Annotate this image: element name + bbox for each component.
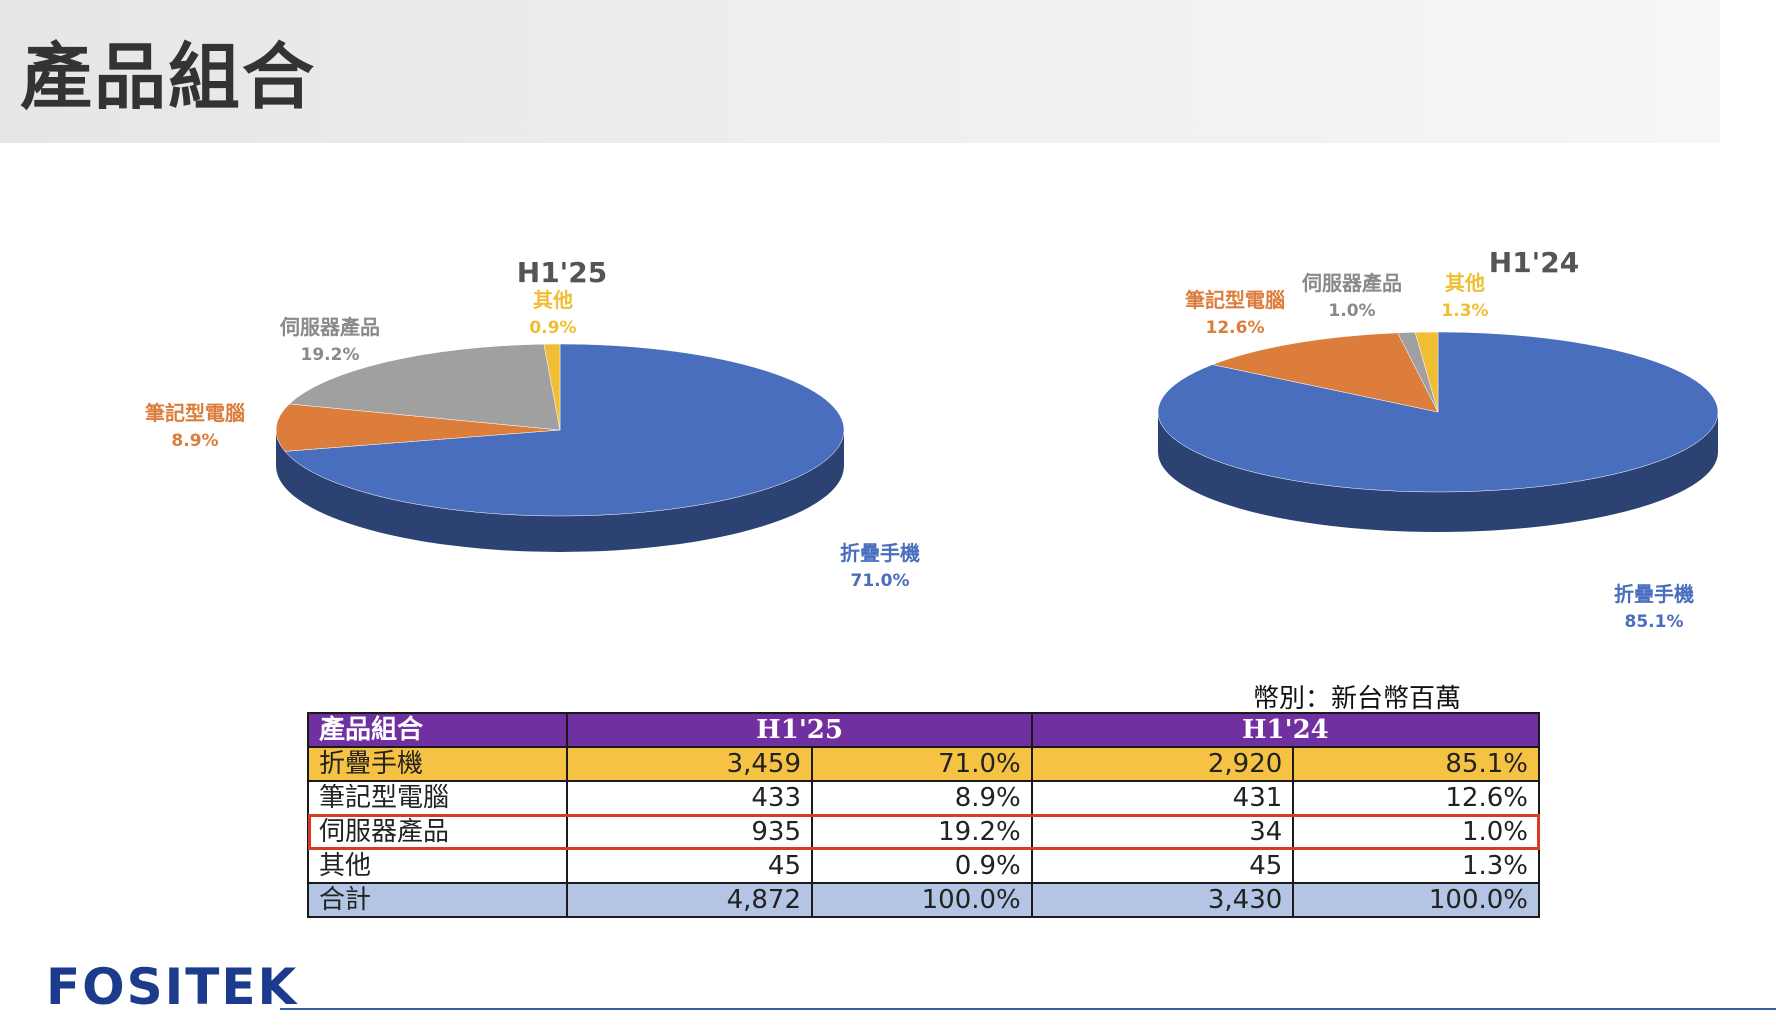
currency-unit-note: 幣別：新台幣百萬 [1253, 684, 1462, 714]
pie-label-notebook: 筆記型電腦 [145, 401, 245, 425]
pie-chart-h1-24 [1157, 331, 1719, 532]
row-name: 伺服器產品 [306, 814, 569, 850]
pie-slice-server [288, 343, 561, 431]
pie-label-server: 伺服器產品 [1301, 271, 1402, 295]
row-name: 筆記型電腦 [306, 780, 569, 816]
pie-label-foldable: 折疊手機 [1614, 582, 1694, 606]
table-total-row: 合計 4,872 100.0% 3,430 100.0% [306, 882, 1540, 918]
cell-pct-h1-25: 0.9% [811, 848, 1033, 884]
cell-value-h1-25: 4,872 [566, 882, 814, 918]
cell-pct-h1-25: 19.2% [811, 814, 1033, 850]
cell-value-h1-24: 45 [1030, 848, 1295, 884]
pie-value-other: 0.9% [529, 318, 576, 338]
pie-slice-foldable [284, 343, 845, 517]
pie-slice-notebook [1211, 332, 1439, 413]
cell-value-h1-24: 2,920 [1030, 746, 1295, 782]
pie-title: H1'24 [1489, 246, 1579, 279]
row-name: 折疊手機 [306, 746, 569, 782]
table-row: 伺服器產品 935 19.2% 34 1.0% [306, 814, 1540, 850]
cell-pct-h1-24: 85.1% [1292, 746, 1540, 782]
header-period-h1-24: H1'24 [1030, 712, 1541, 748]
header-period-h1-25: H1'25 [566, 712, 1033, 748]
header-bar: 產品組合 [0, 0, 1720, 143]
cell-value-h1-25: 3,459 [566, 746, 814, 782]
header-category: 產品組合 [306, 712, 569, 748]
cell-pct-h1-24: 100.0% [1292, 882, 1540, 918]
pie-label-other: 其他 [1445, 271, 1485, 295]
pie-value-foldable: 85.1% [1625, 612, 1684, 632]
pie-label-other: 其他 [533, 288, 573, 312]
cell-value-h1-24: 3,430 [1030, 882, 1295, 918]
company-logo: FOSITEK [46, 958, 299, 1016]
cell-value-h1-25: 935 [566, 814, 814, 850]
pie-label-notebook: 筆記型電腦 [1185, 288, 1285, 312]
pie-slice-other [1414, 331, 1439, 413]
cell-pct-h1-25: 100.0% [811, 882, 1033, 918]
cell-value-h1-25: 45 [566, 848, 814, 884]
cell-pct-h1-24: 1.3% [1292, 848, 1540, 884]
product-mix-table: 產品組合 H1'25 H1'24 折疊手機 3,459 71.0% 2,920 … [306, 712, 1541, 918]
footer-divider [280, 1008, 1776, 1010]
pie-value-server: 1.0% [1328, 301, 1375, 321]
pie-value-notebook: 12.6% [1206, 318, 1265, 338]
pie-labels-h1-25: H1'25 折疊手機 71.0% 筆記型電腦 8.9% 伺服器產品 19.2% 其他 0.9% [145, 256, 920, 591]
table-row: 其他 45 0.9% 45 1.3% [306, 848, 1540, 884]
pie-charts: H1'25折疊手機71.0%筆記型電腦8.9%伺服器產品19.2%其他0.9% … [145, 246, 1719, 632]
pie-value-notebook: 8.9% [171, 431, 218, 451]
table-row: 折疊手機 3,459 71.0% 2,920 85.1% [306, 746, 1540, 782]
pie-chart-h1-25 [275, 343, 845, 552]
cell-pct-h1-25: 71.0% [811, 746, 1033, 782]
cell-pct-h1-24: 1.0% [1292, 814, 1540, 850]
pie-label-foldable: 折疊手機 [840, 541, 920, 565]
pie-value-server: 19.2% [301, 345, 360, 365]
pie-side-wall [1158, 412, 1718, 532]
cell-value-h1-24: 431 [1030, 780, 1295, 816]
pie-labels-h1-24: H1'24 折疊手機 85.1% 筆記型電腦 12.6% 伺服器產品 1.0% 其他 1.3% [1185, 246, 1694, 632]
row-name: 其他 [306, 848, 569, 884]
pie-title: H1'25 [517, 256, 607, 289]
cell-pct-h1-24: 12.6% [1292, 780, 1540, 816]
page-title: 產品組合 [20, 35, 317, 119]
pie-slice-notebook [275, 403, 561, 452]
cell-value-h1-24: 34 [1030, 814, 1295, 850]
pie-slice-other [543, 343, 561, 431]
pie-value-other: 1.3% [1441, 301, 1488, 321]
cell-value-h1-25: 433 [566, 780, 814, 816]
table-row: 筆記型電腦 433 8.9% 431 12.6% [306, 780, 1540, 816]
pie-label-server: 伺服器產品 [279, 315, 380, 339]
table-header-row: 產品組合 H1'25 H1'24 [306, 712, 1541, 748]
pie-side-wall [276, 430, 844, 552]
pie-value-foldable: 71.0% [851, 571, 910, 591]
row-name: 合計 [306, 882, 569, 918]
pie-slice-foldable [1157, 331, 1719, 493]
cell-pct-h1-25: 8.9% [811, 780, 1033, 816]
